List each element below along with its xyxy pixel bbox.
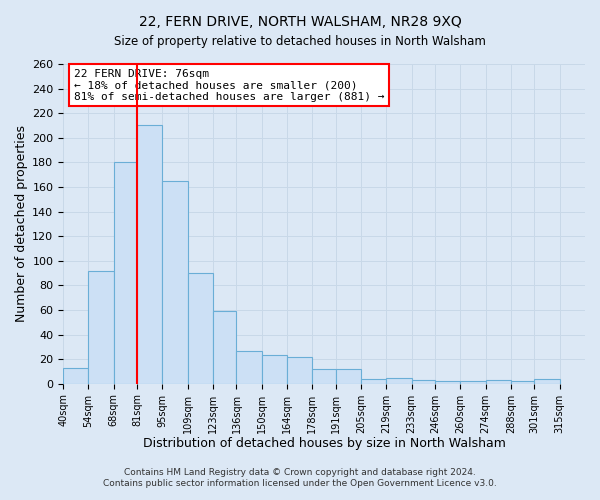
Bar: [460, 382, 485, 384]
Bar: [511, 382, 535, 384]
Bar: [535, 379, 560, 384]
Bar: [412, 380, 435, 384]
Bar: [137, 126, 163, 384]
Bar: [313, 369, 336, 384]
Y-axis label: Number of detached properties: Number of detached properties: [15, 126, 28, 322]
Bar: [113, 162, 137, 384]
Bar: [63, 368, 88, 384]
Bar: [386, 378, 412, 384]
Bar: [188, 273, 213, 384]
Text: Contains HM Land Registry data © Crown copyright and database right 2024.
Contai: Contains HM Land Registry data © Crown c…: [103, 468, 497, 487]
Bar: [213, 311, 236, 384]
Bar: [361, 379, 386, 384]
Bar: [336, 369, 361, 384]
Bar: [163, 181, 188, 384]
Text: 22, FERN DRIVE, NORTH WALSHAM, NR28 9XQ: 22, FERN DRIVE, NORTH WALSHAM, NR28 9XQ: [139, 15, 461, 29]
Text: 22 FERN DRIVE: 76sqm
← 18% of detached houses are smaller (200)
81% of semi-deta: 22 FERN DRIVE: 76sqm ← 18% of detached h…: [74, 69, 384, 102]
Bar: [236, 350, 262, 384]
Bar: [88, 270, 113, 384]
Bar: [435, 382, 460, 384]
Bar: [262, 356, 287, 384]
X-axis label: Distribution of detached houses by size in North Walsham: Distribution of detached houses by size …: [143, 437, 506, 450]
Bar: [287, 356, 313, 384]
Bar: [485, 380, 511, 384]
Text: Size of property relative to detached houses in North Walsham: Size of property relative to detached ho…: [114, 35, 486, 48]
